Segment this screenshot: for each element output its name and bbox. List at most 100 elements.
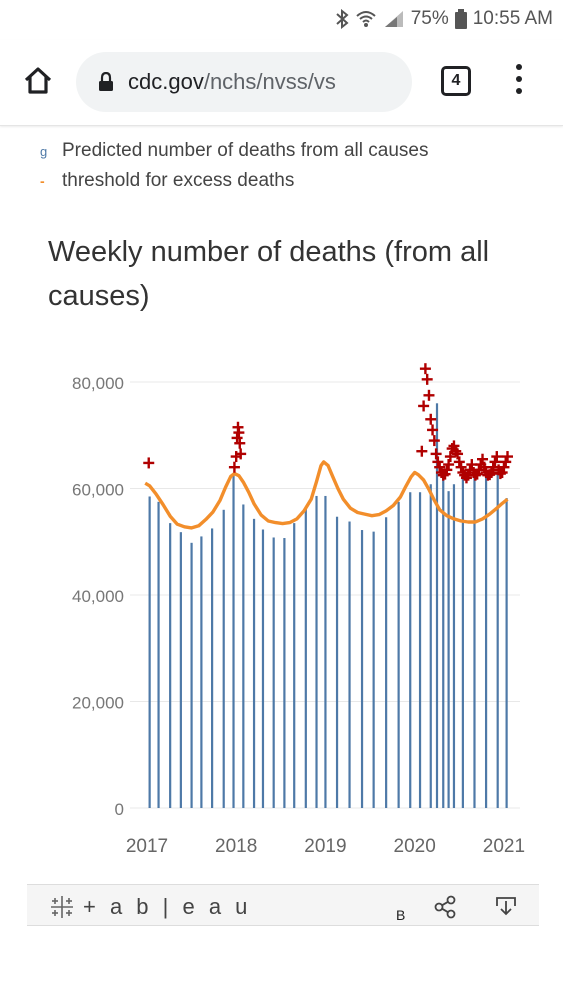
clock: 10:55 AM (472, 8, 553, 29)
legend-threshold-marker: - (40, 173, 45, 189)
url-domain: cdc.gov (128, 69, 204, 94)
y-tick-label: 40,000 (72, 587, 124, 606)
status-icons: 75% 10:55 AM (335, 8, 553, 30)
battery-percent: 75% (410, 8, 449, 29)
bar (169, 523, 172, 808)
bar (348, 521, 351, 808)
browser-toolbar: cdc.gov/nchs/nvss/vs 4 (0, 40, 563, 126)
excess-marker (502, 451, 514, 463)
bar (179, 532, 182, 808)
bar (372, 531, 375, 808)
tableau-logo-text: + a b | e a u (83, 894, 252, 919)
excess-marker (453, 456, 465, 468)
bar (190, 542, 193, 808)
excess-marker (444, 451, 456, 463)
excess-marker (430, 448, 442, 460)
bar (505, 498, 508, 808)
home-icon (24, 67, 52, 94)
excess-marker (443, 459, 455, 471)
excess-marker (489, 456, 501, 468)
bar (252, 518, 256, 808)
bar (211, 528, 214, 808)
signal-icon (383, 9, 405, 29)
excess-marker (427, 424, 439, 436)
tableau-logo[interactable]: + a b | e a u (49, 894, 251, 920)
bar (222, 509, 225, 808)
address-bar[interactable]: cdc.gov/nchs/nvss/vs (76, 52, 412, 112)
y-tick-label: 20,000 (72, 694, 124, 713)
bar (272, 537, 275, 808)
bar (397, 501, 400, 808)
excess-marker (228, 461, 240, 473)
bar (447, 491, 450, 808)
excess-marker (491, 451, 503, 463)
bar (232, 475, 235, 808)
bar (200, 536, 203, 808)
bar (283, 538, 286, 808)
bar (452, 484, 456, 808)
download-icon[interactable] (493, 894, 519, 923)
excess-marker (233, 427, 245, 439)
bar (261, 529, 265, 808)
bar (242, 504, 245, 808)
legend-threshold-label: threshold for excess deaths (62, 170, 295, 191)
status-bar: 75% 10:55 AM (0, 0, 563, 40)
excess-marker (234, 437, 246, 449)
lock-icon (98, 71, 114, 92)
bar (315, 495, 318, 808)
excess-marker (428, 435, 440, 447)
bar (435, 403, 439, 808)
menu-dot-icon (516, 88, 522, 94)
excess-marker (452, 448, 464, 460)
share-icon[interactable] (433, 895, 457, 924)
bluetooth-icon (335, 9, 349, 29)
x-tick-label: 2017 (126, 836, 168, 857)
excess-marker (418, 400, 430, 412)
tab-switcher-button[interactable]: 4 (441, 66, 471, 96)
x-tick-label: 2020 (394, 836, 436, 857)
excess-marker (434, 461, 446, 473)
excess-marker (477, 453, 489, 465)
excess-marker (455, 461, 467, 473)
stray-label: B (396, 907, 406, 923)
excess-marker (496, 467, 508, 479)
y-tick-label: 0 (115, 800, 124, 819)
x-tick-label: 2019 (304, 836, 346, 857)
bar (418, 492, 422, 808)
home-button[interactable] (22, 64, 54, 96)
wifi-icon (355, 9, 377, 29)
url-text: cdc.gov/nchs/nvss/vs (128, 69, 336, 95)
bar (473, 473, 476, 808)
y-tick-label: 80,000 (72, 374, 124, 393)
bar (461, 475, 464, 808)
bar (293, 523, 296, 808)
legend-predicted-marker: g (40, 143, 48, 159)
bar (157, 501, 160, 808)
url-path: /nchs/nvss/vs (203, 69, 336, 94)
excess-marker (416, 445, 428, 457)
overflow-menu-button[interactable] (510, 64, 528, 100)
excess-marker (432, 456, 444, 468)
legend-predicted-label: Predicted number of deaths from all caus… (62, 140, 429, 161)
excess-marker (448, 440, 460, 452)
bar (484, 469, 488, 808)
y-tick-label: 60,000 (72, 481, 124, 500)
bar (148, 496, 151, 808)
battery-icon (454, 9, 467, 29)
bar (335, 516, 339, 808)
chart-title: Weekly number of deaths (from all causes… (48, 236, 490, 312)
x-tick-label: 2018 (215, 836, 257, 857)
bar (385, 517, 388, 808)
excess-marker (423, 389, 435, 401)
bar (442, 469, 445, 808)
menu-dot-icon (516, 76, 522, 82)
excess-marker (143, 457, 155, 469)
legend-item-threshold: - threshold for excess deaths (40, 166, 428, 196)
excess-marker (421, 373, 433, 385)
excess-marker (500, 456, 512, 468)
bar (409, 492, 412, 808)
threshold-line (144, 460, 509, 530)
bar (304, 508, 307, 808)
excess-marker (484, 469, 496, 481)
